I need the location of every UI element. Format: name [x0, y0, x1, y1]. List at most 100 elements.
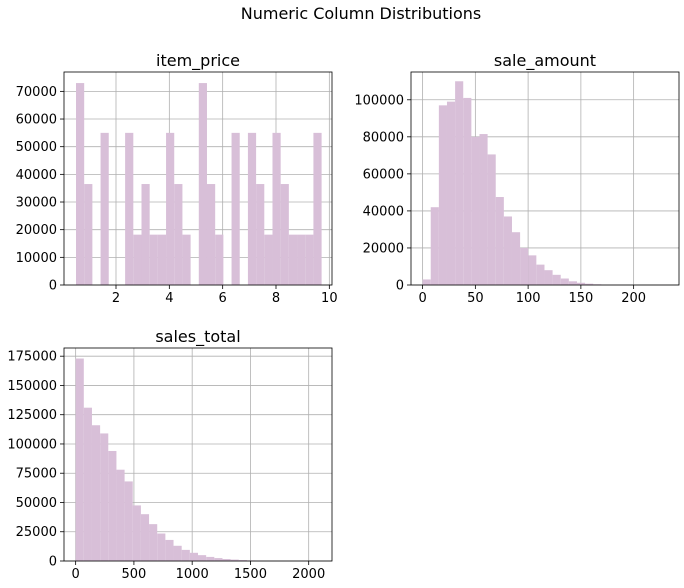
histogram-bar: [133, 234, 142, 285]
histogram-bar: [108, 450, 117, 561]
x-tick-label: 0: [418, 291, 426, 306]
y-tick-label: 75000: [16, 467, 57, 482]
histogram-bar: [503, 216, 512, 285]
histogram-bar: [132, 505, 141, 561]
histogram-bar: [125, 132, 134, 285]
histogram-bar: [288, 234, 298, 285]
histogram-bar: [149, 524, 158, 561]
x-tick-label: 6: [219, 291, 227, 306]
histogram-bar: [430, 207, 439, 285]
histogram-bar: [198, 555, 207, 561]
x-tick-label: 1500: [234, 567, 267, 582]
y-tick-label: 50000: [16, 496, 57, 511]
x-tick-label: 50: [467, 291, 484, 306]
histogram-bar: [305, 234, 314, 285]
x-tick-label: 0: [72, 567, 80, 582]
histogram-bar: [463, 97, 472, 285]
histogram-bar: [536, 264, 545, 285]
x-tick-label: 2: [112, 291, 120, 306]
histogram-bar: [479, 134, 488, 285]
plot-frame: [63, 347, 333, 562]
y-tick-label: 0: [49, 555, 57, 570]
histogram-bar: [528, 255, 537, 285]
histogram-bar: [198, 83, 207, 285]
histogram-bar: [256, 184, 265, 285]
y-tick-label: 100000: [7, 437, 57, 452]
x-tick-label: 500: [121, 567, 146, 582]
histogram-bar: [231, 132, 240, 285]
histogram-bar: [182, 234, 191, 285]
histogram-bar: [91, 425, 101, 561]
histogram-bar: [313, 132, 322, 285]
y-tick-label: 20000: [16, 223, 57, 238]
histogram-bar: [76, 83, 85, 285]
histogram-bar: [165, 539, 174, 561]
histogram-bar: [422, 279, 431, 285]
y-tick-label: 175000: [7, 350, 57, 365]
histogram-bar: [166, 132, 175, 285]
histogram-bar: [446, 101, 456, 285]
panel-title: sales_total: [155, 327, 240, 347]
histogram-sale_amount: 0 50 100 150 200 0 20000 40000 60000 80000 100000 s…: [354, 51, 680, 306]
x-tick-label: 200: [621, 291, 646, 306]
y-tick-label: 20000: [363, 241, 404, 256]
y-tick-label: 10000: [16, 251, 57, 266]
histogram-bar: [247, 132, 257, 285]
histogram-bar: [272, 132, 281, 285]
x-tick-label: 1000: [176, 567, 209, 582]
histogram-bar: [552, 274, 561, 285]
histogram-bar: [174, 184, 183, 285]
y-tick-label: 150000: [7, 379, 57, 394]
histogram-bar: [181, 549, 190, 561]
y-tick-label: 0: [396, 279, 404, 294]
histogram-bar: [173, 545, 182, 561]
histogram-bar: [206, 184, 216, 285]
y-tick-label: 30000: [16, 196, 57, 211]
histogram-bar: [83, 407, 92, 561]
plot-frame: [63, 71, 333, 286]
histogram-bar: [84, 184, 93, 285]
histogram-sales_total: 0 500 1000 1500 2000 0 25000 50000 75000 100000 12…: [7, 327, 333, 582]
histogram-bar: [585, 283, 594, 285]
x-tick-label: 100: [516, 291, 541, 306]
histogram-bar: [560, 278, 569, 285]
y-tick-label: 25000: [16, 525, 57, 540]
histogram-bar: [230, 559, 239, 561]
histogram-bar: [576, 282, 586, 285]
histogram-bar: [455, 81, 464, 286]
histogram-bar: [471, 136, 480, 285]
plot-frame: [410, 71, 680, 286]
histogram-bar: [75, 358, 84, 561]
histogram-bar: [568, 281, 577, 285]
y-tick-label: 100000: [354, 93, 404, 108]
histogram-bar: [214, 558, 223, 561]
y-tick-label: 0: [49, 279, 57, 294]
histogram-bar: [189, 552, 198, 561]
histogram-bar: [206, 556, 215, 561]
histogram-bar: [238, 560, 247, 561]
histogram-bar: [149, 234, 158, 285]
x-tick-label: 4: [165, 291, 173, 306]
y-tick-label: 70000: [16, 85, 57, 100]
histogram-bar: [511, 232, 521, 285]
histogram-bar: [222, 559, 231, 561]
x-tick-label: 8: [272, 291, 280, 306]
y-tick-label: 50000: [16, 140, 57, 155]
y-tick-label: 60000: [16, 113, 57, 128]
y-tick-label: 125000: [7, 408, 57, 423]
histogram-bar: [487, 154, 496, 285]
histogram-bar: [124, 481, 133, 561]
histogram-bar: [116, 469, 125, 561]
histogram-bar: [544, 270, 553, 285]
histogram-bar: [157, 533, 166, 561]
panel-title: sale_amount: [494, 51, 596, 71]
histogram-bar: [140, 514, 150, 561]
histogram-bar: [215, 234, 224, 285]
histogram-bar: [157, 234, 167, 285]
x-tick-label: 10: [321, 291, 338, 306]
histogram-bar: [280, 184, 289, 285]
histogram-bar: [495, 197, 504, 285]
histogram-bar: [297, 234, 306, 285]
histogram-bar: [438, 105, 447, 285]
figure-title: Numeric Column Distributions: [241, 4, 481, 23]
